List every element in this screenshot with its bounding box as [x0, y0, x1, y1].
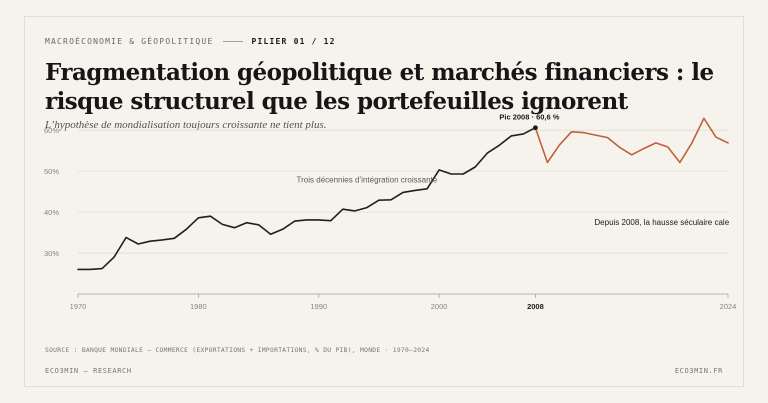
y-tick-label: 40% [44, 208, 59, 217]
x-tick-label: 1980 [190, 302, 207, 311]
x-tick-label: 2008 [527, 302, 544, 311]
footer-brand: ECO3MIN — RESEARCH [45, 367, 132, 375]
series-line-post-2008 [534, 117, 729, 164]
y-tick-label: 50% [44, 167, 59, 176]
x-tick-label: 2000 [431, 302, 448, 311]
y-tick-label: 60% [44, 126, 59, 135]
x-tick-label: 1970 [70, 302, 87, 311]
kicker-divider [223, 41, 244, 42]
source-note: SOURCE : BANQUE MONDIALE — COMMERCE (EXP… [45, 347, 430, 354]
peak-point [533, 125, 538, 131]
x-tick-label: 1990 [310, 302, 327, 311]
peak-label: Pic 2008 · 60,6 % [499, 113, 559, 122]
kicker-pillar: PILIER 01 / 12 [251, 37, 336, 46]
chart-subtitle: L’hypothèse de mondialisation toujours c… [45, 119, 327, 131]
chart-annotation: Depuis 2008, la hausse séculaire cale [594, 218, 729, 227]
kicker-category: MACROÉCONOMIE & GÉOPOLITIQUE [45, 37, 214, 46]
footer-site: ECO3MIN.FR [674, 367, 723, 375]
chart-title: Fragmentation géopolitique et marchés fi… [45, 59, 714, 115]
chart-annotation: Trois décennies d’intégration croissante [297, 176, 438, 185]
x-tick-label: 2024 [720, 302, 737, 311]
kicker: MACROÉCONOMIE & GÉOPOLITIQUE PILIER 01 /… [45, 37, 336, 46]
series-line-integration [77, 126, 537, 271]
y-tick-label: 30% [44, 249, 59, 258]
card-frame [24, 16, 744, 387]
